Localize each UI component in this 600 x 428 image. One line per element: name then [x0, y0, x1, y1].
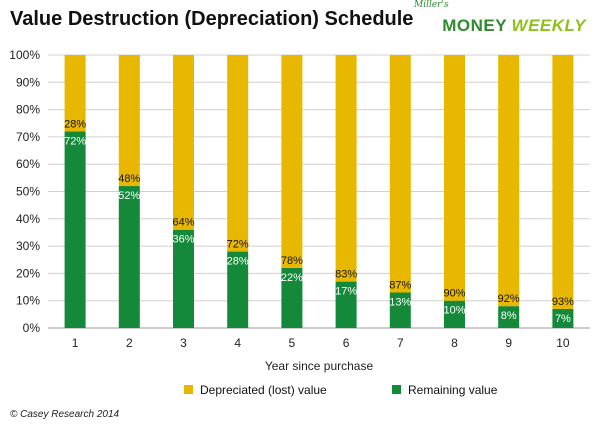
- bar-remaining: [498, 306, 520, 328]
- bar-depreciated: [118, 55, 140, 187]
- data-label-remaining: 13%: [389, 297, 411, 309]
- bar-depreciated: [64, 55, 86, 132]
- y-tick-label: 100%: [9, 48, 40, 62]
- y-tick-label: 20%: [16, 266, 40, 280]
- y-tick-label: 80%: [16, 103, 40, 117]
- bar-remaining: [64, 131, 86, 328]
- data-label-depreciated: 72%: [227, 239, 249, 251]
- legend-remaining-swatch: [392, 385, 401, 394]
- legend-depreciated: Depreciated (lost) value: [184, 383, 327, 397]
- bar-remaining: [118, 186, 140, 328]
- bar-remaining: [227, 251, 249, 328]
- y-tick-label: 90%: [16, 75, 40, 89]
- x-tick-label: 7: [397, 336, 404, 350]
- data-label-remaining: 22%: [281, 272, 303, 284]
- bar-remaining: [444, 300, 465, 328]
- y-tick-label: 60%: [16, 157, 40, 171]
- data-label-depreciated: 78%: [281, 255, 303, 267]
- x-tick-label: 4: [234, 336, 241, 350]
- data-label-remaining: 72%: [64, 135, 86, 147]
- x-tick-label: 1: [72, 336, 79, 350]
- x-tick-label: 9: [505, 336, 512, 350]
- bar-depreciated: [173, 55, 194, 230]
- y-tick-label: 30%: [16, 239, 40, 253]
- bar-depreciated: [335, 55, 357, 282]
- bar-remaining: [173, 229, 194, 328]
- data-label-depreciated: 28%: [64, 118, 86, 130]
- data-label-remaining: 28%: [227, 256, 249, 268]
- x-tick-label: 2: [126, 336, 133, 350]
- bar-depreciated: [552, 55, 574, 309]
- bar-depreciated: [389, 55, 411, 293]
- money-weekly-logo: Miller's MONEY WEEKLY: [406, 0, 586, 35]
- y-tick-label: 50%: [16, 185, 40, 199]
- logo-small-text: Miller's: [414, 0, 449, 10]
- data-label-remaining: 36%: [172, 234, 194, 246]
- legend-depreciated-label: Depreciated (lost) value: [200, 383, 327, 397]
- logo-weekly-text: WEEKLY: [511, 16, 586, 35]
- chart-title: Value Destruction (Depreciation) Schedul…: [10, 8, 414, 30]
- bar-depreciated: [281, 55, 303, 268]
- data-label-depreciated: 90%: [443, 288, 465, 300]
- data-label-depreciated: 87%: [389, 280, 411, 292]
- bar-depreciated: [227, 55, 249, 252]
- data-label-depreciated: 83%: [335, 269, 357, 281]
- x-tick-label: 3: [180, 336, 187, 350]
- bar-depreciated: [444, 55, 465, 301]
- logo-money-text: MONEY: [442, 16, 508, 35]
- y-tick-label: 0%: [23, 321, 41, 335]
- data-label-remaining: 8%: [501, 310, 517, 322]
- data-label-remaining: 17%: [335, 286, 357, 298]
- data-label-remaining: 7%: [555, 313, 571, 325]
- data-label-depreciated: 64%: [172, 217, 194, 229]
- bar-remaining: [335, 281, 357, 328]
- bar-remaining: [552, 308, 574, 328]
- bar-remaining: [389, 292, 411, 328]
- data-label-depreciated: 48%: [118, 173, 140, 185]
- data-label-remaining: 52%: [118, 190, 140, 202]
- data-label-depreciated: 92%: [498, 293, 520, 305]
- copyright-footer: © Casey Research 2014: [10, 409, 120, 420]
- data-label-remaining: 10%: [443, 305, 465, 317]
- x-tick-label: 10: [556, 336, 570, 350]
- y-tick-label: 10%: [16, 294, 40, 308]
- x-tick-label: 8: [451, 336, 458, 350]
- y-tick-label: 40%: [16, 212, 40, 226]
- x-tick-label: 5: [289, 336, 296, 350]
- data-label-depreciated: 93%: [552, 296, 574, 308]
- stacked-bar-chart: 0%10%20%30%40%50%60%70%80%90%100%28%72%1…: [9, 48, 590, 373]
- x-tick-label: 6: [343, 336, 350, 350]
- y-tick-label: 70%: [16, 130, 40, 144]
- legend-depreciated-swatch: [184, 385, 193, 394]
- legend-remaining-label: Remaining value: [408, 383, 498, 397]
- bar-depreciated: [498, 55, 520, 307]
- legend-remaining: Remaining value: [392, 383, 497, 397]
- x-axis-title: Year since purchase: [265, 359, 374, 373]
- bar-remaining: [281, 267, 303, 328]
